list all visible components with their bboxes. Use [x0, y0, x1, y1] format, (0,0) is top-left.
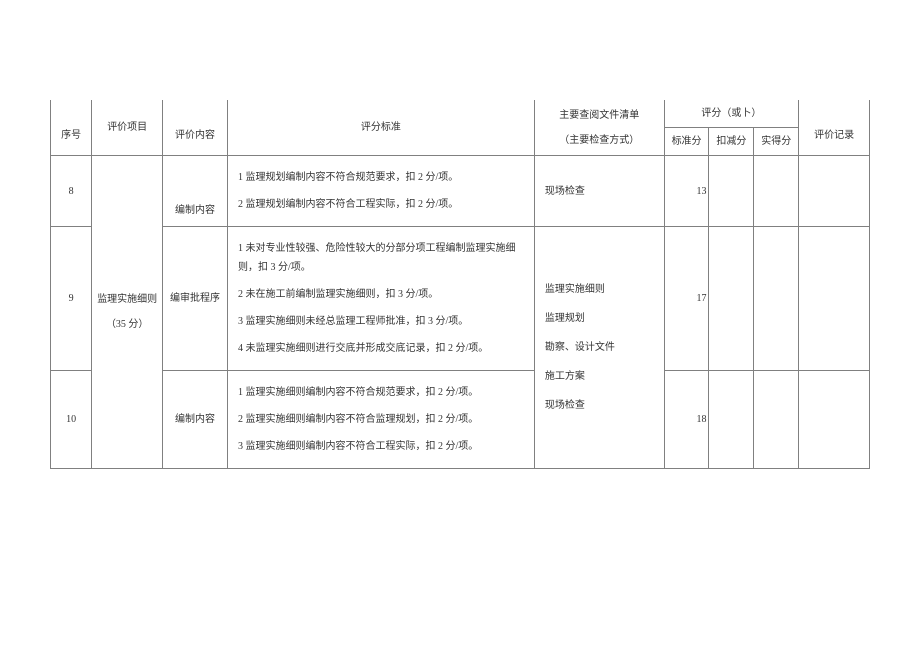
doc-item: 施工方案 [539, 367, 660, 386]
evaluation-table: 序号 评价项目 评价内容 评分标准 主要查阅文件清单 （主要检查方式） 评分（或… [50, 100, 870, 469]
header-doclist: 主要查阅文件清单 （主要检查方式） [534, 100, 664, 156]
cell-record [799, 371, 870, 469]
cell-record [799, 156, 870, 227]
table: 序号 评价项目 评价内容 评分标准 主要查阅文件清单 （主要检查方式） 评分（或… [50, 100, 870, 469]
criteria-item: 4 未监理实施细则进行交底并形成交底记录，扣 2 分/项。 [238, 339, 530, 358]
header-seq: 序号 [51, 100, 92, 156]
doc-item: 现场检查 [539, 396, 660, 415]
doc-item: 监理实施细则 [539, 280, 660, 299]
cell-seq: 10 [51, 371, 92, 469]
criteria-item: 3 监理实施细则未经总监理工程师批准，扣 3 分/项。 [238, 312, 530, 331]
project-label: 监理实施细则 [96, 290, 158, 309]
criteria-item: 1 未对专业性较强、危险性较大的分部分项工程编制监理实施细则，扣 3 分/项。 [238, 239, 530, 277]
cell-std-score: 13 [664, 156, 709, 227]
cell-content: 编审批程序 [163, 227, 228, 371]
cell-criteria: 1 监理规划编制内容不符合规范要求，扣 2 分/项。 2 监理规划编制内容不符合… [228, 156, 535, 227]
header-record: 评价记录 [799, 100, 870, 156]
criteria-item: 2 监理规划编制内容不符合工程实际，扣 2 分/项。 [238, 195, 530, 214]
cell-seq: 8 [51, 156, 92, 227]
project-points: （35 分） [96, 315, 158, 334]
cell-project: 监理实施细则 （35 分） [92, 156, 163, 469]
cell-record [799, 227, 870, 371]
criteria-item: 2 监理实施细则编制内容不符合监理规划，扣 2 分/项。 [238, 410, 530, 429]
criteria-item: 1 监理规划编制内容不符合规范要求，扣 2 分/项。 [238, 168, 530, 187]
table-row: 9 编审批程序 1 未对专业性较强、危险性较大的分部分项工程编制监理实施细则，扣… [51, 227, 870, 371]
header-actual: 实得分 [754, 128, 799, 156]
criteria-item: 3 监理实施细则编制内容不符合工程实际，扣 2 分/项。 [238, 437, 530, 456]
cell-criteria: 1 监理实施细则编制内容不符合规范要求，扣 2 分/项。 2 监理实施细则编制内… [228, 371, 535, 469]
header-doclist-sub: （主要检查方式） [539, 131, 660, 150]
cell-actual [754, 227, 799, 371]
cell-std-score: 17 [664, 227, 709, 371]
table-row: 10 编制内容 1 监理实施细则编制内容不符合规范要求，扣 2 分/项。 2 监… [51, 371, 870, 469]
header-deduct: 扣减分 [709, 128, 754, 156]
header-std-score: 标准分 [664, 128, 709, 156]
table-row: 8 监理实施细则 （35 分） 编制内容 1 监理规划编制内容不符合规范要求，扣… [51, 156, 870, 227]
header-criteria: 评分标准 [228, 100, 535, 156]
cell-deduct [709, 371, 754, 469]
cell-actual [754, 371, 799, 469]
table-header-row: 序号 评价项目 评价内容 评分标准 主要查阅文件清单 （主要检查方式） 评分（或… [51, 100, 870, 128]
cell-deduct [709, 156, 754, 227]
header-content: 评价内容 [163, 100, 228, 156]
header-score-group: 评分（或卜） [664, 100, 799, 128]
criteria-item: 2 未在施工前编制监理实施细则，扣 3 分/项。 [238, 285, 530, 304]
cell-deduct [709, 227, 754, 371]
header-doclist-top: 主要查阅文件清单 [539, 106, 660, 125]
cell-docs: 现场检查 [534, 156, 664, 227]
cell-content: 编制内容 [163, 156, 228, 227]
header-project: 评价项目 [92, 100, 163, 156]
cell-actual [754, 156, 799, 227]
doc-item: 勘察、设计文件 [539, 338, 660, 357]
cell-seq: 9 [51, 227, 92, 371]
cell-std-score: 18 [664, 371, 709, 469]
cell-criteria: 1 未对专业性较强、危险性较大的分部分项工程编制监理实施细则，扣 3 分/项。 … [228, 227, 535, 371]
criteria-item: 1 监理实施细则编制内容不符合规范要求，扣 2 分/项。 [238, 383, 530, 402]
cell-content: 编制内容 [163, 371, 228, 469]
cell-docs: 监理实施细则 监理规划 勘察、设计文件 施工方案 现场检查 [534, 227, 664, 469]
doc-item: 监理规划 [539, 309, 660, 328]
